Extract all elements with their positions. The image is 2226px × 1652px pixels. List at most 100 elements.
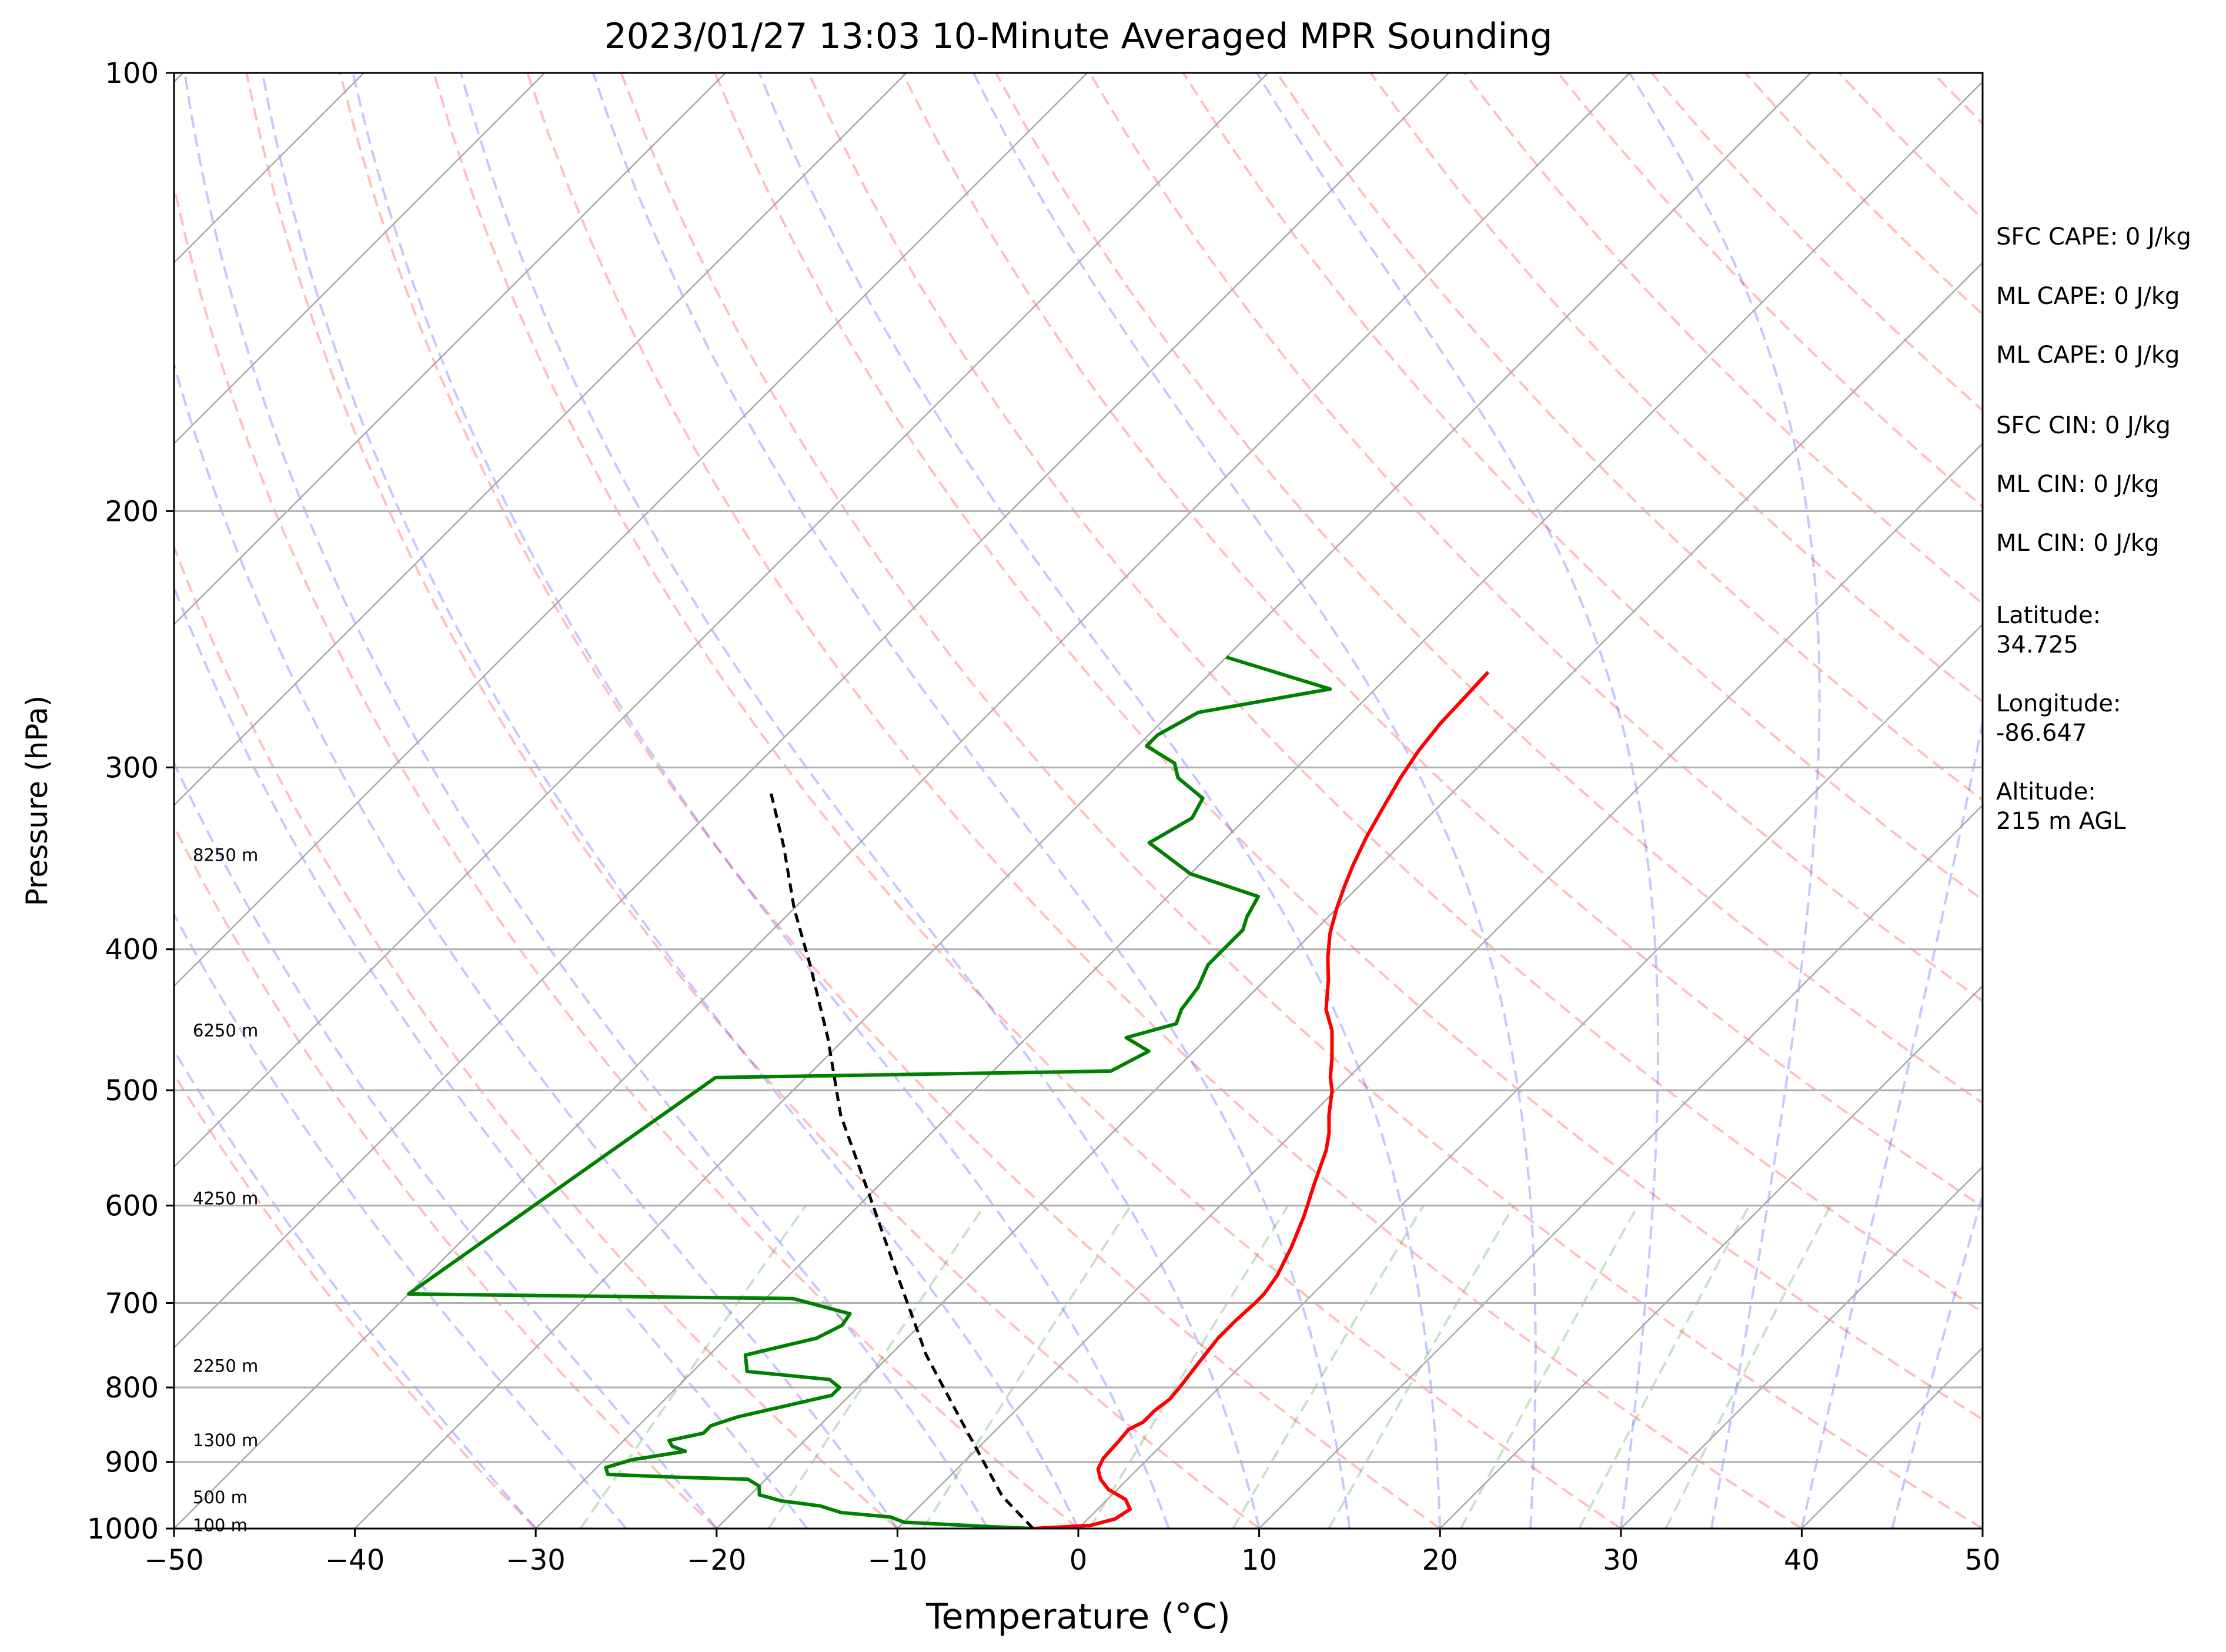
x-tick-label: 20 (1422, 1544, 1458, 1577)
mixing-ratio-line (1088, 1205, 1289, 1529)
moist-adiabat (1800, 715, 1983, 1529)
x-axis-ticks: −50 −40 −30 −20 −10 0 10 20 30 40 50 (144, 1529, 2001, 1577)
y-axis-ticks: 100 200 300 400 500 600 700 800 900 1000 (87, 57, 174, 1546)
x-tick-label: 0 (1069, 1544, 1088, 1577)
moist-adiabat (352, 73, 1170, 1529)
altitude-label: Altitude: (1996, 778, 2096, 805)
x-tick-label: −10 (868, 1544, 927, 1577)
dry-adiabat (174, 180, 1079, 1529)
series-line-0 (1032, 671, 1490, 1529)
x-tick-label: −20 (687, 1544, 746, 1577)
y-tick-label: 300 (105, 751, 159, 784)
x-tick-label: −30 (506, 1544, 566, 1577)
x-tick-label: 40 (1784, 1544, 1820, 1577)
isotherm--60 (174, 73, 1450, 1349)
sounding-series (407, 656, 1490, 1529)
chart-title: 2023/01/27 13:03 10-Minute Averaged MPR … (604, 16, 1553, 57)
ml-cape-text: ML CAPE: 0 J/kg (1996, 283, 2180, 310)
x-tick-label: −50 (144, 1544, 203, 1577)
moist-adiabat (1891, 1191, 1983, 1529)
isotherm--20 (716, 262, 1983, 1529)
height-label: 4250 m (193, 1188, 258, 1208)
isotherm--10 (897, 442, 1983, 1529)
isotherm--30 (535, 81, 1983, 1529)
y-tick-label: 200 (105, 495, 159, 528)
x-tick-label: −40 (325, 1544, 385, 1577)
moist-adiabat (459, 73, 1261, 1529)
longitude-label: Longitude: (1996, 690, 2121, 717)
height-labels: 100 m 500 m 1300 m 2250 m 4250 m 6250 m 8250 m (193, 845, 258, 1536)
y-tick-label: 800 (105, 1372, 159, 1404)
isotherm--100 (174, 73, 726, 626)
series-line-1 (407, 656, 1332, 1529)
dry-adiabat (901, 73, 1983, 1209)
y-tick-label: 1000 (87, 1513, 159, 1546)
ml-cin-text: ML CIN: 0 J/kg (1996, 471, 2159, 498)
mixing-ratio-line (579, 1205, 807, 1529)
mixing-ratio-line (1665, 1205, 1832, 1529)
moist-adiabat (1256, 73, 1660, 1529)
sfc-cin-text: SFC CIN: 0 J/kg (1996, 412, 2171, 439)
plot-frame (173, 72, 1984, 1530)
isotherm-20 (1439, 985, 1983, 1529)
isotherm--80 (174, 73, 1088, 987)
height-label: 8250 m (193, 845, 258, 865)
isotherm--90 (174, 73, 907, 807)
height-label: 2250 m (193, 1356, 258, 1376)
dry-adiabats (174, 73, 1983, 1529)
y-tick-label: 900 (105, 1446, 159, 1479)
isotherms (174, 73, 1983, 1529)
sfc-cape-text: SFC CAPE: 0 J/kg (1996, 223, 2191, 250)
y-tick-label: 100 (105, 57, 159, 90)
longitude-value: -86.647 (1996, 720, 2087, 747)
dry-adiabat (245, 73, 1260, 1529)
moist-adiabat (183, 73, 989, 1529)
isotherm-0 (1078, 623, 1983, 1529)
moist-adiabat (591, 73, 1351, 1529)
height-label: 500 m (193, 1487, 248, 1507)
mixing-ratio-line (1578, 1205, 1750, 1529)
isobars (174, 510, 1983, 1463)
altitude-value: 215 m AGL (1996, 808, 2126, 835)
latitude-value: 34.725 (1996, 631, 2078, 658)
dry-adiabat (807, 73, 1983, 1314)
ml-cin-text-2: ML CIN: 0 J/kg (1996, 530, 2159, 557)
plot-area (174, 73, 1983, 1529)
moist-adiabat (174, 760, 718, 1529)
moist-adiabat (174, 1048, 537, 1529)
moist-adiabat (972, 73, 1537, 1529)
moist-adiabat (261, 73, 1079, 1529)
dry-adiabat (1276, 73, 1983, 802)
x-tick-label: 50 (1964, 1544, 2000, 1577)
isotherm-10 (1258, 804, 1983, 1529)
y-axis-label: Pressure (hPa) (20, 695, 54, 907)
latitude-label: Latitude: (1996, 602, 2101, 629)
isotherm--50 (174, 73, 1630, 1529)
isotherm--70 (174, 73, 1269, 1168)
mixing-ratio-line (767, 1205, 985, 1529)
moist-adiabat (174, 584, 808, 1529)
dry-adiabat (1369, 73, 1983, 703)
dry-adiabat (1088, 73, 1983, 1002)
height-label: 6250 m (193, 1021, 258, 1041)
series-line-2 (768, 788, 1034, 1529)
isotherm--120 (174, 73, 365, 264)
moist-adiabat (758, 73, 1442, 1529)
y-tick-label: 700 (105, 1287, 159, 1320)
isotherm--40 (354, 73, 1811, 1529)
dry-adiabat (339, 73, 1441, 1529)
y-tick-label: 400 (105, 934, 159, 967)
x-axis-label: Temperature (°C) (925, 1596, 1231, 1637)
dry-adiabat (526, 73, 1803, 1529)
x-tick-label: 10 (1241, 1544, 1277, 1577)
dry-adiabat (174, 543, 898, 1529)
dry-adiabat (713, 73, 1983, 1421)
x-tick-label: 30 (1603, 1544, 1639, 1577)
sounding-info-panel: SFC CAPE: 0 J/kg ML CAPE: 0 J/kg ML CAPE… (1996, 223, 2191, 835)
height-label: 100 m (193, 1515, 248, 1535)
isotherm--110 (174, 73, 546, 445)
dry-adiabat (174, 824, 718, 1529)
ml-cape-text-2: ML CAPE: 0 J/kg (1996, 342, 2180, 369)
moist-adiabat (1628, 73, 1821, 1529)
